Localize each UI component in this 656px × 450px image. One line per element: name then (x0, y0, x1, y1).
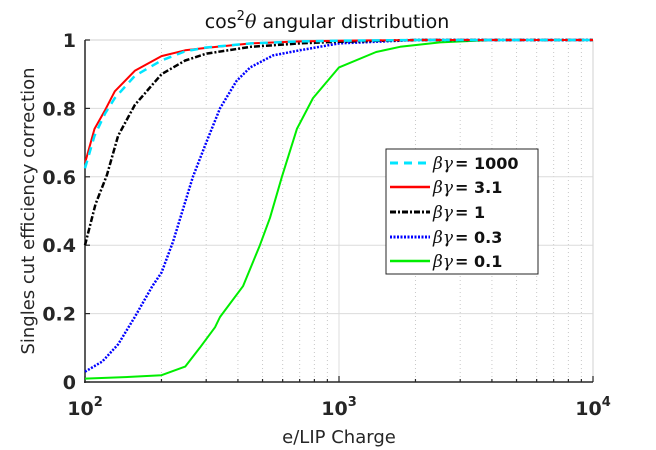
legend-symbol: βγ (432, 252, 454, 272)
x-tick-label: 103 (321, 395, 357, 420)
series-line (84, 39, 593, 380)
legend-label: = 3.1 (455, 178, 502, 197)
y-tick-label: 0.6 (42, 167, 76, 189)
legend-label: = 0.1 (455, 252, 502, 271)
legend-label: = 0.3 (455, 228, 502, 247)
chart-title: cos2θ angular distribution (205, 9, 450, 33)
x-tick-label: 104 (575, 395, 611, 420)
legend-symbol: βγ (432, 228, 454, 248)
legend-label: = 1000 (455, 154, 519, 173)
y-axis-label: Singles cut efficiency correction (18, 67, 39, 354)
tick-labels: 0 0.2 0.4 0.6 0.8 1 102 103 104 (42, 30, 610, 420)
x-axis-label: e/LIP Charge (282, 427, 396, 448)
legend-symbol: βγ (432, 154, 454, 174)
y-tick-label: 0 (63, 372, 76, 394)
legend-symbol: βγ (432, 178, 454, 198)
y-tick-label: 0.2 (42, 304, 76, 326)
legend-symbol: βγ (432, 203, 454, 223)
series-line (83, 38, 593, 169)
x-tick-label: 102 (67, 395, 103, 420)
data-series (83, 38, 593, 380)
y-tick-label: 0.8 (42, 98, 76, 120)
y-tick-label: 1 (63, 30, 76, 52)
y-tick-label: 0.4 (42, 235, 76, 257)
series-line (84, 38, 593, 373)
legend-label: = 1 (455, 203, 485, 222)
series-line (84, 39, 593, 164)
